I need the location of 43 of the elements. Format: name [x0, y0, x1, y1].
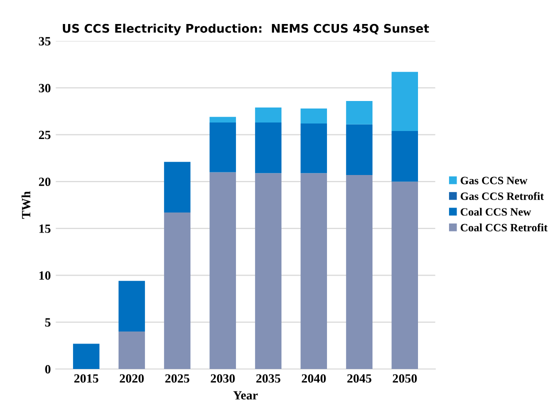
bar — [346, 175, 372, 369]
bar — [392, 72, 418, 131]
x-tick-label: 2050 — [392, 374, 417, 383]
y-tick-label: 15 — [39, 224, 50, 233]
y-tick-label: 10 — [39, 271, 50, 280]
bar — [300, 108, 327, 124]
bar — [392, 130, 418, 182]
bar — [300, 123, 327, 174]
bar — [255, 108, 282, 123]
bar — [346, 124, 372, 176]
legend-label: Gas CCS Retrofit — [460, 192, 544, 200]
bar — [210, 172, 236, 369]
y-tick-label: 5 — [45, 318, 50, 327]
legend-label: Coal CCS Retrofit — [460, 223, 548, 232]
bar — [255, 173, 282, 369]
chart-title: US CCS Electricity Production: NEMS CCUS 45Q Sunset — [62, 24, 429, 36]
bar — [73, 344, 100, 369]
y-tick-label: 0 — [45, 365, 50, 374]
x-tick-label: 2015 — [74, 374, 98, 383]
x-tick-label: 2025 — [165, 374, 190, 383]
y-tick-label: 20 — [38, 178, 50, 186]
x-tick-label: 2020 — [120, 374, 144, 383]
x-tick-label: 2045 — [347, 374, 372, 383]
bar — [118, 280, 145, 332]
x-tick-label: 2040 — [302, 374, 326, 383]
bar — [300, 173, 327, 369]
y-tick-label: 30 — [38, 84, 50, 92]
x-tick-label: 2035 — [256, 374, 280, 383]
y-axis-title: TWh — [22, 191, 30, 219]
bar — [164, 162, 190, 212]
bar — [210, 122, 236, 172]
bar — [255, 122, 282, 174]
x-tick-label: 2030 — [210, 374, 235, 383]
legend-label: Coal CCS New — [460, 208, 532, 216]
bar — [164, 212, 190, 369]
bar — [392, 182, 418, 369]
y-tick-label: 35 — [38, 37, 50, 46]
legend-label: Gas CCS New — [460, 176, 528, 184]
x-axis-title: Year — [233, 391, 258, 400]
y-tick-label: 25 — [38, 130, 50, 140]
bar — [210, 116, 236, 123]
bar — [346, 100, 372, 124]
bar — [118, 332, 145, 369]
